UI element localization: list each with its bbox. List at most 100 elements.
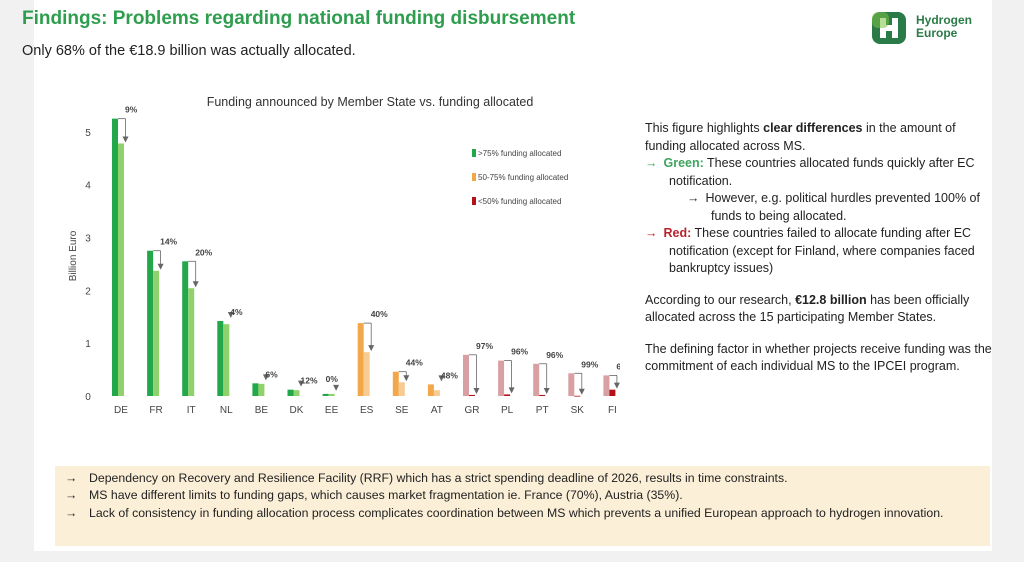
x-tick-label: PT xyxy=(536,405,549,416)
x-tick-label: DE xyxy=(114,405,128,416)
legend-swatch xyxy=(472,149,476,157)
legend-swatch xyxy=(472,197,476,205)
bar-allocated-se xyxy=(398,382,405,396)
bar-allocated-es xyxy=(363,352,370,396)
intro-bold: clear differences xyxy=(763,121,863,135)
chart-legend: >75% funding allocated 50-75% funding all… xyxy=(472,149,568,206)
chart-title: Funding announced by Member State vs. fu… xyxy=(207,95,534,109)
list-item: → Lack of consistency in funding allocat… xyxy=(65,505,980,522)
x-axis-ticks: DE FR IT NL BE DK EE ES SE AT GR PL PT SK FI xyxy=(114,405,617,416)
drop-arrow-icon xyxy=(508,387,515,394)
hydrogen-europe-logo xyxy=(872,12,906,44)
bar-announced-nl xyxy=(217,320,224,396)
drop-percent-label: 4% xyxy=(230,307,243,317)
slide xyxy=(34,0,992,551)
bar-announced-fi xyxy=(603,375,610,396)
x-tick-label: DK xyxy=(290,405,304,416)
bar-allocated-pl xyxy=(504,394,511,396)
x-tick-label: ES xyxy=(360,405,374,416)
drop-arrow-icon xyxy=(473,387,480,394)
bar-announced-it xyxy=(182,261,189,396)
explanation-panel: This figure highlights clear differences… xyxy=(645,120,995,376)
x-tick-label: GR xyxy=(465,405,480,416)
drop-arrow-icon xyxy=(333,384,340,391)
y-tick-label: 4 xyxy=(85,181,91,192)
red-label: Red: xyxy=(663,226,692,240)
bar-announced-fr xyxy=(147,250,154,396)
x-tick-label: FI xyxy=(608,405,617,416)
drop-arrow-icon xyxy=(543,387,550,394)
drop-arrow-icon xyxy=(157,263,164,270)
research-paragraph: According to our research, €12.8 billion… xyxy=(645,292,995,327)
bar-allocated-de xyxy=(118,143,124,396)
bar-announced-se xyxy=(392,371,399,396)
list-item: → MS have different limits to funding ga… xyxy=(65,487,980,504)
bar-announced-ee xyxy=(322,393,329,396)
legend-label: >75% funding allocated xyxy=(478,149,561,158)
drop-arrow-icon xyxy=(613,382,620,389)
drop-percent-label: 69% xyxy=(616,361,620,371)
drop-percent-label: 99% xyxy=(581,359,598,369)
x-tick-label: IT xyxy=(187,405,196,416)
arrow-right-icon: → xyxy=(645,156,658,170)
logo-text: Hydrogen Europe xyxy=(916,14,972,40)
red-text: These countries failed to allocate fundi… xyxy=(669,226,975,275)
bar-announced-be xyxy=(252,383,259,396)
drop-percent-label: 14% xyxy=(160,237,177,247)
bar-allocated-fr xyxy=(153,270,160,396)
drop-arrow-icon xyxy=(262,374,269,381)
arrow-right-icon: → xyxy=(687,191,700,205)
arrow-right-icon: → xyxy=(645,226,658,240)
drop-arrow-icon xyxy=(298,380,304,387)
y-axis-label: Billion Euro xyxy=(68,230,79,281)
list-item-text: Lack of consistency in funding allocatio… xyxy=(89,505,944,520)
x-tick-label: EE xyxy=(325,405,339,416)
drop-arrow-icon xyxy=(368,345,375,352)
drop-arrow-icon xyxy=(403,375,410,382)
drop-arrow-icon xyxy=(438,375,445,382)
drop-percent-label: 0% xyxy=(326,374,339,384)
bar-allocated-fi xyxy=(609,389,616,396)
drop-arrow-icon xyxy=(578,388,585,395)
bar-allocated-sk xyxy=(574,395,581,397)
x-tick-label: NL xyxy=(220,405,233,416)
y-tick-label: 5 xyxy=(85,128,91,139)
drop-percent-label: 96% xyxy=(546,350,563,360)
bar-allocated-gr xyxy=(469,394,475,396)
list-item-text: MS have different limits to funding gaps… xyxy=(89,488,683,503)
bar-allocated-pt xyxy=(539,394,546,396)
intro-text: This figure highlights xyxy=(645,121,764,135)
drop-arrow-icon xyxy=(122,136,129,143)
research-text: According to our research, xyxy=(645,292,796,307)
intro-paragraph: This figure highlights clear differences… xyxy=(645,120,995,155)
drop-percent-label: 6% xyxy=(265,369,278,379)
bar-announced-sk xyxy=(568,373,575,396)
logo-mark-icon xyxy=(872,12,906,44)
drop-percent-label: 12% xyxy=(301,376,318,386)
y-tick-label: 1 xyxy=(85,339,91,350)
arrow-right-icon: → xyxy=(65,505,78,520)
factor-paragraph: The defining factor in whether projects … xyxy=(645,341,992,374)
legend-swatch xyxy=(472,173,476,181)
arrow-right-icon: → xyxy=(65,488,78,503)
legend-label: <50% funding allocated xyxy=(478,197,561,206)
research-text-end: has been officially allocated across the… xyxy=(645,292,970,325)
bar-announced-de xyxy=(112,118,118,396)
red-bullet: → Red: These countries failed to allocate… xyxy=(645,225,995,278)
green-sub-bullet: → However, e.g. political hurdles prevent… xyxy=(645,190,995,225)
y-tick-label: 2 xyxy=(85,286,91,297)
y-axis-ticks: 0 1 2 3 4 5 xyxy=(85,128,91,403)
drop-percent-label: 96% xyxy=(511,347,528,357)
bar-allocated-be xyxy=(258,383,265,396)
drop-arrow-icon xyxy=(227,311,234,318)
legend-label: 50-75% funding allocated xyxy=(478,173,568,182)
funding-bar-chart: Funding announced by Member State vs. fu… xyxy=(68,95,620,416)
drop-arrow-icon xyxy=(192,281,199,288)
intro-text-end: in the amount of funding allocated acros… xyxy=(645,121,956,153)
x-tick-label: FR xyxy=(149,405,162,416)
drop-percent-label: 48% xyxy=(441,370,458,380)
bars: 9% 14% 20% 4% 6% 12% 0% 40% 44% 48% 97% 96% 96% 99% 69… xyxy=(112,105,620,397)
bar-announced-dk xyxy=(287,389,294,396)
drop-percent-label: 20% xyxy=(195,247,212,257)
bar-announced-pl xyxy=(498,360,505,396)
